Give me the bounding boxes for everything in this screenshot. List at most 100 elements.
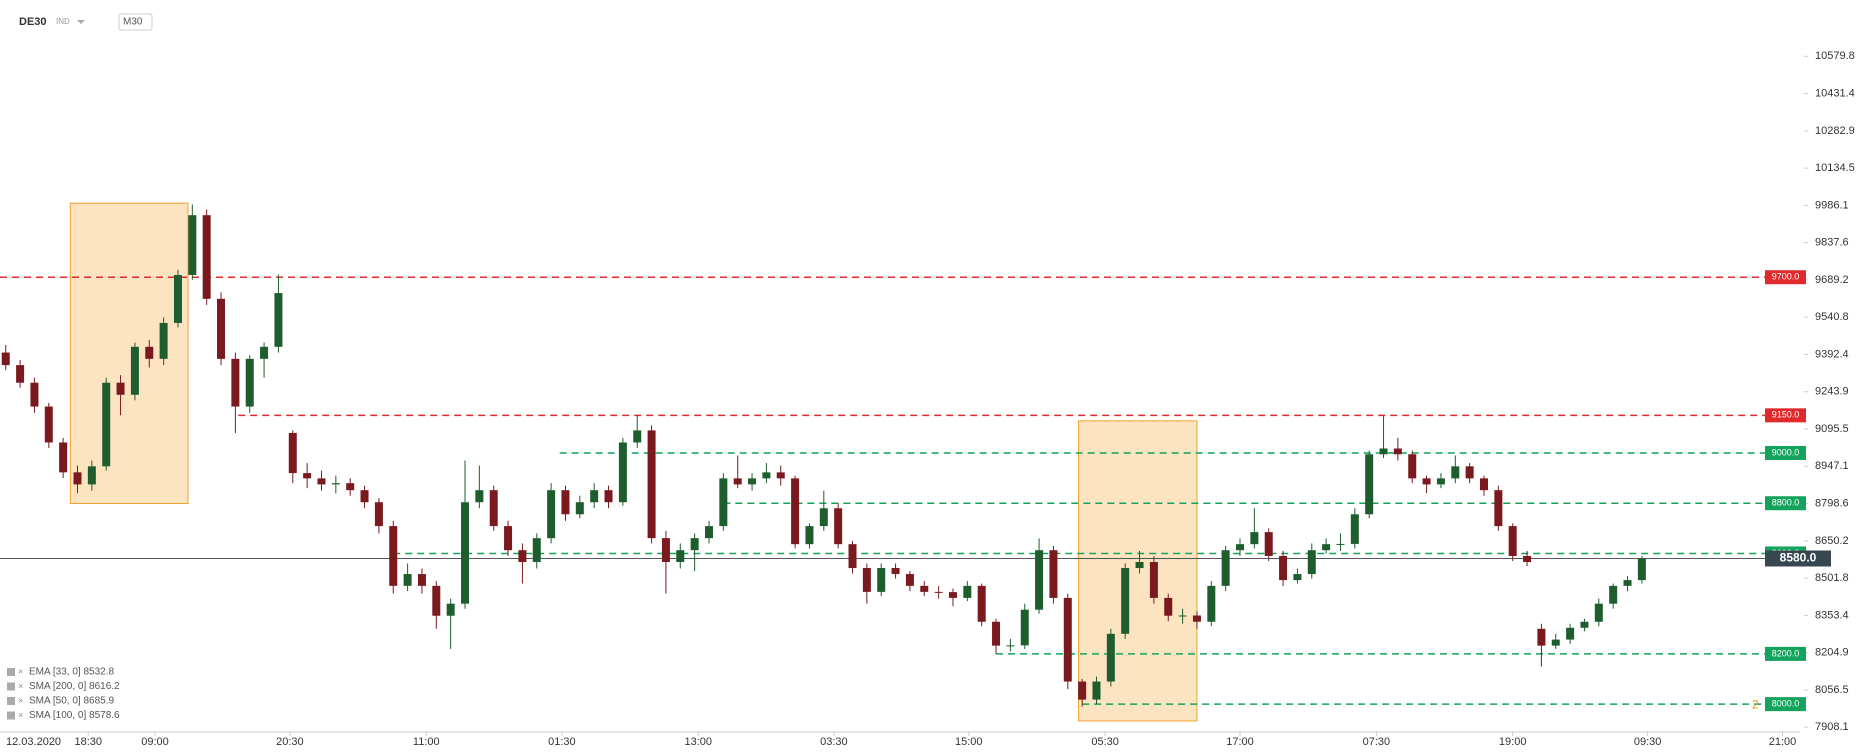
candle-body xyxy=(776,472,785,479)
x-tick-label: 15:00 xyxy=(955,736,983,748)
candle-body xyxy=(288,432,297,474)
candle-body xyxy=(719,478,728,527)
y-tick-label: 8501.8 xyxy=(1815,572,1849,584)
candle-body xyxy=(547,490,556,539)
candle-body xyxy=(963,585,972,598)
candle-body xyxy=(920,585,929,592)
legend-icon xyxy=(7,668,15,676)
x-tick-label: 09:00 xyxy=(141,736,169,748)
candle-body xyxy=(188,215,197,275)
y-tick-label: 8650.2 xyxy=(1815,535,1849,547)
candle-body xyxy=(1092,681,1101,700)
candle-body xyxy=(1121,568,1130,634)
candle-body xyxy=(891,568,900,575)
legend-entry: EMA [33, 0] 8532.8 xyxy=(29,667,114,678)
candle-body xyxy=(633,430,642,443)
candle-body xyxy=(1106,633,1115,682)
x-tick-label: 13:00 xyxy=(684,736,712,748)
level-label-box xyxy=(1765,408,1806,423)
legend-icon xyxy=(7,697,15,705)
candle-body xyxy=(245,358,254,407)
candle-body xyxy=(748,478,757,485)
candle-body xyxy=(173,274,182,323)
candle-body xyxy=(374,502,383,527)
y-tick-label: 10134.5 xyxy=(1815,162,1855,174)
legend-close: × xyxy=(18,695,23,705)
level-label: 9150.0 xyxy=(1772,410,1800,420)
candle-body xyxy=(260,346,269,359)
candle-body xyxy=(231,358,240,407)
candle-body xyxy=(1236,544,1245,551)
candle-body xyxy=(1436,478,1445,485)
candle-body xyxy=(805,526,814,545)
candle-body xyxy=(1408,454,1417,479)
candle-body xyxy=(274,293,283,347)
interval-box[interactable] xyxy=(118,13,153,31)
candle-body xyxy=(948,592,957,598)
candle-body xyxy=(1322,544,1331,551)
candle-body xyxy=(73,472,82,485)
candle-body xyxy=(30,382,39,407)
y-tick-label: 9689.2 xyxy=(1815,274,1849,286)
candle-body xyxy=(618,442,627,503)
candle-body xyxy=(1465,466,1474,479)
x-tick-label: 18:30 xyxy=(74,736,102,748)
level-label-box xyxy=(1765,646,1806,661)
candle-body xyxy=(1637,558,1646,581)
candle-body xyxy=(992,621,1001,646)
y-tick-label: 10431.4 xyxy=(1815,87,1855,99)
candle-body xyxy=(1494,490,1503,527)
candle-body xyxy=(518,550,527,562)
y-tick-label: 8947.1 xyxy=(1815,460,1849,472)
legend-close: × xyxy=(18,666,23,676)
legend-close: × xyxy=(18,681,23,691)
candle-body xyxy=(977,585,986,622)
legend-entry: SMA [100, 0] 8578.6 xyxy=(29,710,120,721)
candle-body xyxy=(704,526,713,539)
candle-body xyxy=(676,550,685,562)
symbol[interactable]: DE30 xyxy=(19,16,47,28)
level-label-box xyxy=(1765,697,1806,712)
candle-body xyxy=(762,472,771,479)
candle-body xyxy=(1178,615,1187,617)
x-tick-label: 01:30 xyxy=(548,736,576,748)
y-tick-label: 8056.5 xyxy=(1815,684,1849,696)
candle-body xyxy=(1350,514,1359,544)
legend-icon xyxy=(7,711,15,720)
y-tick-label: 10579.8 xyxy=(1815,50,1855,62)
legend-entry: SMA [50, 0] 8685.9 xyxy=(29,696,114,707)
candle-body xyxy=(1192,615,1201,622)
candle-body xyxy=(1164,597,1173,616)
market: IND xyxy=(56,17,70,26)
x-tick-label: 05:30 xyxy=(1091,736,1119,748)
candle-body xyxy=(1393,448,1402,455)
legend-entry: SMA [200, 0] 8616.2 xyxy=(29,681,120,692)
candle-body xyxy=(1479,478,1488,491)
legend: × EMA [33, 0] 8532.8 × SMA [200, 0] 8616.2 ×… xyxy=(7,666,120,721)
candle-body xyxy=(116,382,125,395)
candle-body xyxy=(877,568,886,592)
candle-body xyxy=(417,574,426,586)
candle-body xyxy=(217,298,226,359)
level-label-box xyxy=(1765,496,1806,511)
y-tick-label: 8798.6 xyxy=(1815,497,1849,509)
candle-body xyxy=(1623,580,1632,586)
candle-body xyxy=(461,502,470,604)
dropdown-arrow[interactable] xyxy=(77,20,85,24)
candle-body xyxy=(1279,555,1288,581)
candle-body xyxy=(1594,603,1603,622)
x-tick-label: 03:30 xyxy=(820,736,848,748)
candle-body xyxy=(102,382,111,467)
candle-body xyxy=(489,490,498,527)
candle-body xyxy=(532,538,541,562)
candle-body xyxy=(1063,597,1072,682)
current-price-box xyxy=(1765,550,1831,567)
candle-body xyxy=(130,346,139,395)
candle-body xyxy=(202,215,211,299)
candle-body xyxy=(848,544,857,569)
candle-body xyxy=(1551,639,1560,646)
candle-body xyxy=(590,490,599,503)
interval[interactable]: M30 xyxy=(123,17,143,28)
candle-body xyxy=(1149,561,1158,598)
